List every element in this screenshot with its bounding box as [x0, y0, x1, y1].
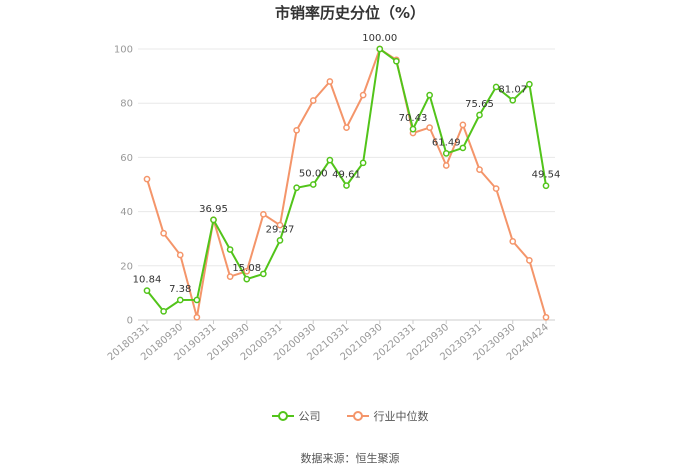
legend-item-industry-median[interactable]: 行业中位数: [346, 408, 429, 424]
data-label: 49.54: [532, 170, 561, 181]
point-company: [309, 181, 317, 188]
point-industry-median: [542, 313, 550, 321]
point-company: [343, 182, 350, 189]
point-company: [509, 96, 517, 104]
point-industry-median: [326, 78, 334, 85]
data-label: 50.00: [299, 169, 328, 180]
data-label: 81.07: [498, 84, 527, 95]
point-company: [359, 159, 367, 167]
point-company: [260, 270, 267, 278]
y-tick-label: 0: [127, 316, 133, 327]
point-industry-median: [143, 175, 151, 183]
point-industry-median: [309, 97, 317, 104]
point-industry-median: [260, 210, 267, 218]
point-company: [293, 184, 300, 192]
point-company: [476, 111, 483, 119]
point-industry-median: [492, 185, 500, 192]
point-company: [210, 216, 217, 224]
point-industry-median: [293, 126, 300, 134]
point-company: [143, 287, 151, 294]
point-company: [459, 144, 467, 152]
point-industry-median: [476, 166, 483, 173]
data-label: 29.37: [266, 224, 295, 235]
point-industry-median: [276, 221, 284, 229]
chart-title: 市销率历史分位（%）: [274, 4, 426, 22]
data-label: 10.84: [133, 275, 162, 286]
point-company: [492, 83, 500, 91]
data-labels: 10.84 7.38 36.95 15.08 29.37 50.00 49.61 100.00…: [133, 33, 561, 295]
y-tick-label: 40: [120, 207, 133, 218]
point-company: [193, 296, 201, 304]
point-industry-median: [426, 124, 433, 131]
point-company: [226, 246, 234, 253]
point-company: [243, 275, 251, 283]
y-tick-label: 100: [114, 45, 133, 56]
data-label: 100.00: [362, 33, 397, 44]
data-label: 70.43: [399, 113, 428, 124]
point-industry-median: [243, 267, 251, 275]
point-industry-median: [226, 273, 234, 280]
point-company: [542, 182, 550, 190]
point-company: [326, 156, 334, 164]
y-tick-label: 20: [120, 261, 133, 272]
point-industry-median: [459, 121, 467, 129]
point-industry-median: [509, 238, 517, 245]
point-company: [160, 307, 167, 315]
point-company: [393, 57, 400, 65]
data-label: 15.08: [232, 263, 261, 274]
legend-item-company[interactable]: 公司: [271, 408, 321, 424]
point-industry-median: [526, 257, 533, 264]
point-industry-median: [160, 229, 167, 237]
series: [143, 45, 550, 321]
data-label: 49.61: [332, 170, 361, 181]
point-company: [426, 91, 433, 99]
point-company: [526, 80, 533, 88]
legend-swatch-industry-median: [346, 411, 369, 421]
point-company: [376, 45, 384, 53]
gridlines: [138, 48, 555, 267]
point-company: [276, 237, 284, 244]
point-industry-median: [193, 313, 201, 321]
data-label: 61.49: [432, 137, 461, 148]
source-note: 数据来源：恒生聚源: [300, 452, 400, 465]
point-industry-median: [176, 251, 184, 259]
legend-swatch-company: [271, 411, 294, 421]
point-industry-median: [442, 162, 450, 169]
legend-label-company: 公司: [298, 410, 321, 423]
point-company: [409, 125, 417, 133]
y-tick-label: 80: [120, 99, 133, 110]
point-company: [442, 150, 450, 157]
point-industry-median: [343, 124, 350, 131]
legend: 公司 行业中位数: [0, 408, 700, 424]
legend-label-industry-median: 行业中位数: [373, 410, 429, 423]
y-tick-label: 60: [120, 153, 133, 164]
data-label: 7.38: [169, 284, 191, 295]
data-label: 36.95: [199, 204, 228, 215]
point-industry-median: [359, 91, 367, 99]
data-label: 75.65: [465, 99, 494, 110]
axes: 0204060801002018033120180930201903312019…: [106, 45, 555, 363]
point-company: [176, 296, 184, 304]
